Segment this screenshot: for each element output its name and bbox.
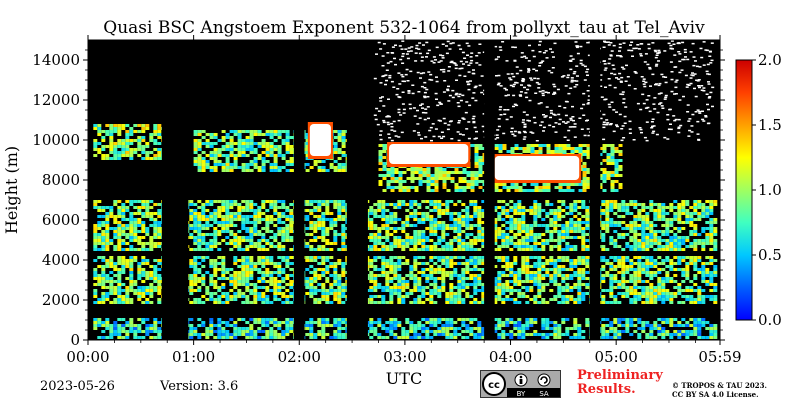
data-gap-3 <box>347 40 368 340</box>
footer-version: Version: 3.6 <box>160 379 238 394</box>
colorbar-tick-label: 1.0 <box>758 181 782 199</box>
preliminary-notice: Preliminary Results. <box>577 369 663 397</box>
x-axis-label: UTC <box>386 369 422 388</box>
colorbar-tick-label: 0.0 <box>758 311 782 329</box>
x-tick-label: 05:59 <box>698 348 741 366</box>
colorbar-ticks: 0.0 0.5 1.0 1.5 2.0 <box>752 51 782 329</box>
by-label: BY <box>517 390 526 397</box>
y-tick-label: 14000 <box>32 51 80 69</box>
sa-label: SA <box>539 390 549 397</box>
no-data-region-1 <box>310 124 331 156</box>
colorbar-tick-label: 0.5 <box>758 246 782 264</box>
y-tick-label: 4000 <box>42 251 80 269</box>
copyright-line-1: © TROPOS & TAU 2023. <box>672 381 767 390</box>
colorbar-tick-label: 1.5 <box>758 116 782 134</box>
footer-date: 2023-05-26 <box>40 379 115 394</box>
x-tick-label: 05:00 <box>595 348 638 366</box>
data-gap-1 <box>162 40 188 340</box>
x-tick-label: 00:00 <box>66 348 109 366</box>
x-tick-label: 04:00 <box>489 348 532 366</box>
data-gap-4 <box>484 40 495 340</box>
sa-icon <box>538 374 550 386</box>
copyright-line-2: CC BY SA 4.0 License. <box>672 390 767 399</box>
y-tick-label: 6000 <box>42 211 80 229</box>
preliminary-line-1: Preliminary <box>577 369 663 383</box>
colorbar <box>736 60 752 320</box>
y-axis-label: Height (m) <box>2 146 21 234</box>
cc-icon-text: cc <box>488 380 500 391</box>
no-data-region-3 <box>495 156 580 180</box>
data-gap-2 <box>294 40 305 340</box>
copyright-notice: © TROPOS & TAU 2023. CC BY SA 4.0 Licens… <box>672 381 767 399</box>
x-tick-label: 02:00 <box>278 348 321 366</box>
x-tick-label: 01:00 <box>172 348 215 366</box>
data-gap-5 <box>590 40 601 340</box>
cc-license-badge: cc BY SA <box>480 370 561 398</box>
x-tick-label: 03:00 <box>383 348 426 366</box>
y-tick-label: 8000 <box>42 171 80 189</box>
y-tick-label: 10000 <box>32 131 80 149</box>
no-data-region-2 <box>389 144 468 164</box>
y-tick-label: 2000 <box>42 291 80 309</box>
colorbar-tick-label: 2.0 <box>758 51 782 69</box>
y-tick-label: 12000 <box>32 91 80 109</box>
y-tick-label: 0 <box>70 331 80 349</box>
preliminary-line-2: Results. <box>577 383 663 397</box>
